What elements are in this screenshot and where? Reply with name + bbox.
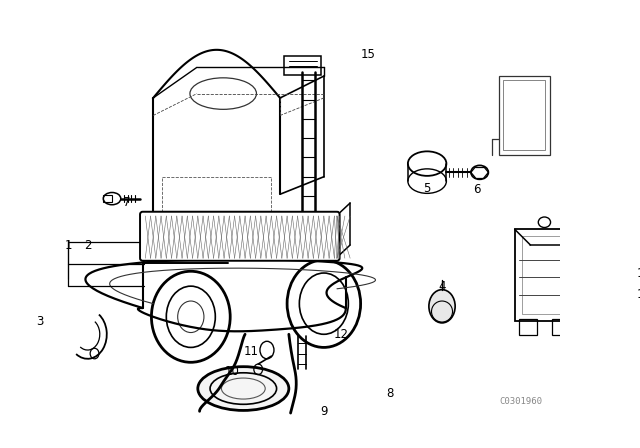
Text: 15: 15 (360, 47, 375, 60)
Ellipse shape (198, 366, 289, 410)
FancyBboxPatch shape (140, 212, 340, 261)
Text: 5: 5 (424, 181, 431, 194)
Bar (515, 229, 574, 321)
Bar (585, 299, 600, 321)
Text: 10: 10 (225, 366, 239, 379)
Text: 3: 3 (36, 314, 43, 327)
Bar (499, 76, 550, 155)
Text: 9: 9 (320, 405, 328, 418)
Text: C0301960: C0301960 (500, 397, 543, 406)
Text: 7: 7 (123, 197, 131, 210)
Text: 11: 11 (244, 345, 259, 358)
Text: 8: 8 (386, 388, 393, 401)
Bar (519, 319, 536, 335)
Bar (284, 56, 321, 75)
Bar (585, 247, 600, 269)
Text: 2: 2 (84, 238, 92, 251)
Text: 6: 6 (473, 183, 481, 196)
Text: 1: 1 (65, 238, 72, 251)
Text: 12: 12 (334, 328, 349, 341)
Bar (103, 195, 112, 202)
Bar (552, 319, 570, 335)
Text: 4: 4 (438, 280, 446, 293)
Ellipse shape (429, 290, 455, 323)
Text: 13: 13 (637, 289, 640, 302)
Text: 14: 14 (637, 267, 640, 280)
Bar (522, 236, 567, 314)
Bar (503, 81, 545, 151)
